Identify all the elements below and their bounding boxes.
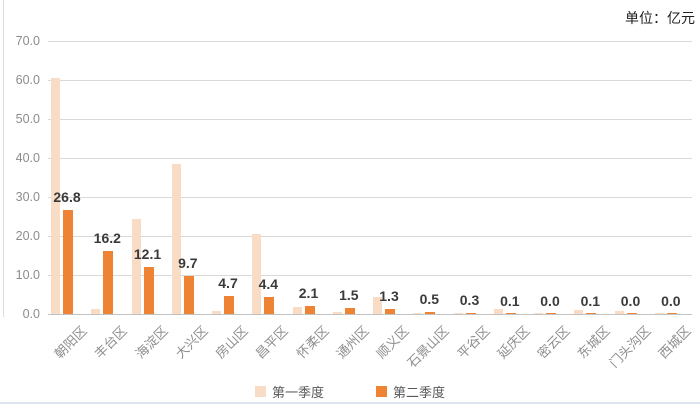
bar-value-label: 12.1 <box>133 245 162 262</box>
gridline <box>48 41 692 42</box>
q2-bar <box>264 296 275 314</box>
y-axis-tick-label: 70.0 <box>15 34 40 48</box>
x-axis-label: 大兴区 <box>172 323 211 362</box>
q1-bar <box>493 308 503 314</box>
x-axis-line <box>48 314 692 315</box>
legend-item-q1: 第一季度 <box>254 382 324 401</box>
q2-bar <box>143 266 154 314</box>
bar-value-label: 0.0 <box>540 293 560 309</box>
legend-label-q2: 第二季度 <box>393 385 446 400</box>
x-axis-label: 门头沟区 <box>605 323 654 371</box>
unit-label: 单位：亿元 <box>625 10 695 26</box>
x-axis-label: 延庆区 <box>494 323 533 362</box>
q2-bar <box>385 308 395 314</box>
q2-bar <box>586 313 597 314</box>
bar-value-label: 0.0 <box>661 293 681 309</box>
q2-bar <box>546 313 556 314</box>
legend-swatch-q2-icon <box>376 386 387 397</box>
q2-bar <box>626 313 637 314</box>
q2-bar <box>183 276 194 314</box>
gridline <box>48 158 692 159</box>
x-axis-label: 平谷区 <box>454 323 493 362</box>
q1-bar <box>332 312 342 314</box>
bar-value-label: 0.3 <box>459 291 480 308</box>
q1-bar <box>373 296 382 314</box>
x-axis-label: 密云区 <box>534 323 573 362</box>
legend-swatch-q1-icon <box>254 386 266 397</box>
x-axis-label: 海淀区 <box>132 323 171 362</box>
q1-bar <box>292 306 302 314</box>
y-axis-tick-label: 0.0 <box>22 307 40 321</box>
gridline <box>48 197 692 198</box>
bar-value-label: 0.1 <box>500 292 520 309</box>
q2-bar <box>103 250 114 314</box>
y-axis-tick-label: 40.0 <box>15 151 40 165</box>
bar-value-label: 26.8 <box>53 188 81 205</box>
bar-value-label: 1.3 <box>379 287 399 304</box>
gridline <box>48 275 692 276</box>
bottom-border-line <box>0 402 700 404</box>
x-axis-label: 怀柔区 <box>293 323 332 362</box>
q2-bar <box>425 312 436 314</box>
y-axis-tick-label: 50.0 <box>15 112 40 126</box>
x-axis-label: 昌平区 <box>252 323 292 362</box>
q2-bar <box>63 209 73 314</box>
q1-bar <box>654 312 664 314</box>
q2-bar <box>666 313 677 314</box>
x-axis-label: 西城区 <box>655 323 694 362</box>
q2-bar <box>505 313 516 314</box>
q1-bar <box>252 234 262 315</box>
q1-bar <box>131 219 141 314</box>
q1-bar <box>413 313 423 314</box>
bar-value-label: 16.2 <box>93 229 121 246</box>
legend-item-q2: 第二季度 <box>376 382 445 401</box>
gridline <box>48 236 692 237</box>
y-axis-tick-label: 20.0 <box>15 229 40 243</box>
q1-bar <box>453 313 463 314</box>
q1-bar <box>614 310 624 314</box>
q2-bar <box>224 295 234 314</box>
y-axis-tick-label: 30.0 <box>15 190 40 204</box>
bar-value-label: 1.5 <box>339 287 359 304</box>
bar-value-label: 0.1 <box>580 292 601 309</box>
legend: 第一季度 第二季度 <box>0 382 700 401</box>
q1-bar <box>212 311 221 314</box>
x-axis-label: 朝阳区 <box>51 323 90 362</box>
q1-bar <box>51 78 60 314</box>
x-axis-label: 石景山区 <box>404 323 453 371</box>
q1-bar <box>91 308 101 314</box>
q2-bar <box>304 305 315 314</box>
x-axis-label: 通州区 <box>333 323 372 362</box>
bar-value-label: 2.1 <box>298 284 319 301</box>
left-border-line <box>3 0 4 317</box>
bar-value-label: 0.5 <box>419 291 440 308</box>
q1-bar <box>534 312 543 314</box>
gridline <box>48 80 692 81</box>
y-axis-tick-label: 60.0 <box>15 73 40 87</box>
x-axis-label: 丰台区 <box>91 323 131 362</box>
q2-bar <box>344 308 355 314</box>
bar-value-label: 9.7 <box>178 255 198 272</box>
bar-value-label: 4.7 <box>218 274 238 291</box>
q1-bar <box>171 164 181 314</box>
y-axis-tick-label: 10.0 <box>15 268 40 282</box>
legend-label-q1: 第一季度 <box>271 385 324 400</box>
gridline <box>48 119 692 120</box>
bar-value-label: 4.4 <box>258 275 279 292</box>
q2-bar <box>465 312 476 314</box>
q1-bar <box>574 309 584 314</box>
x-axis-label: 房山区 <box>212 323 251 362</box>
bar-value-label: 0.0 <box>620 293 641 309</box>
